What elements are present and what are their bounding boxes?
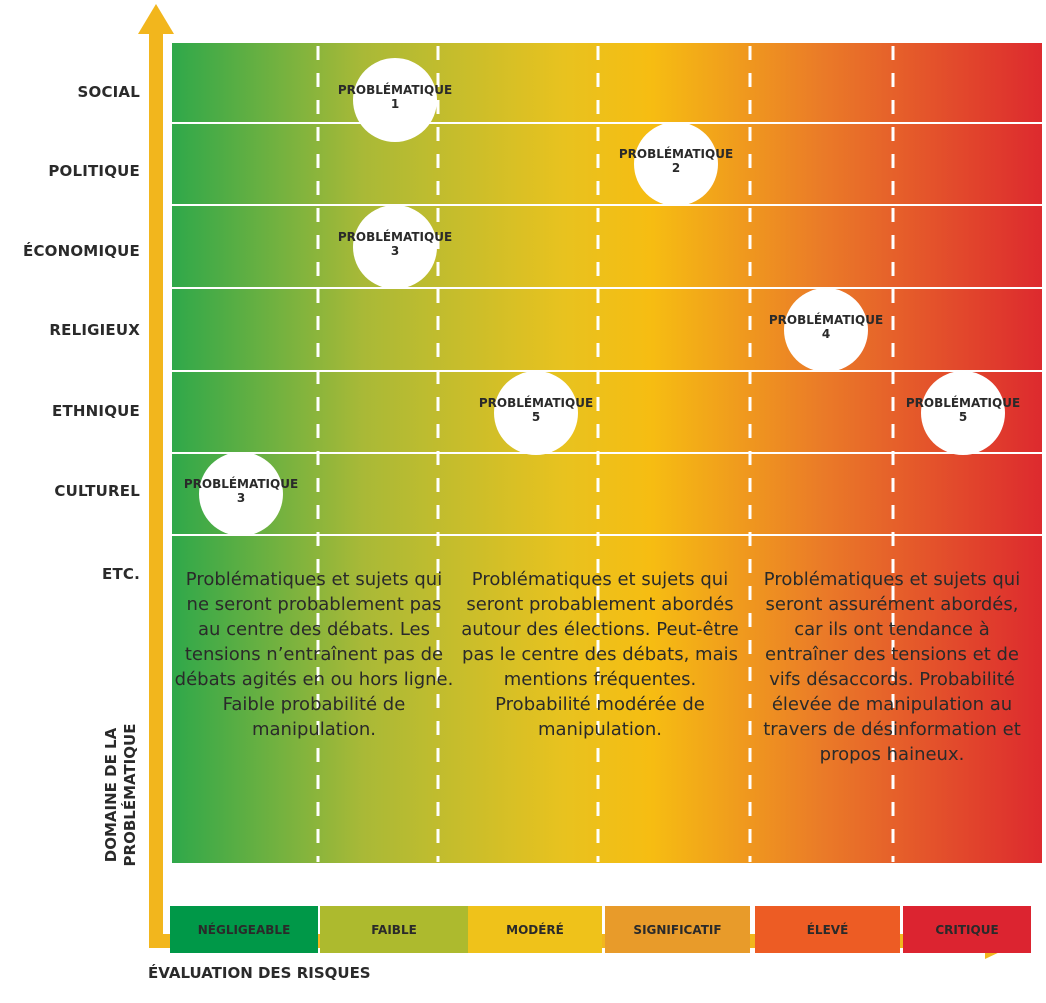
risk-level-legend-box: NÉGLIGEABLE — [170, 906, 318, 953]
row-label: POLITIQUE — [48, 162, 140, 180]
issue-number: 5 — [531, 410, 541, 424]
issue-bubble-label: PROBLÉMATIQUE 5 — [893, 396, 1033, 424]
vertical-axis-title: DOMAINE DE LA PROBLÉMATIQUE — [86, 710, 156, 880]
row-label: CULTUREL — [54, 482, 140, 500]
issue-bubble — [353, 58, 437, 142]
row-label: ETHNIQUE — [52, 402, 140, 420]
issue-bubble-label: PROBLÉMATIQUE 5 — [466, 396, 606, 424]
issue-bubble-label: PROBLÉMATIQUE 3 — [171, 477, 311, 505]
vertical-axis-title-line: DOMAINE DE LA — [102, 727, 120, 863]
issue-bubble — [921, 371, 1005, 455]
issue-word: PROBLÉMATIQUE — [905, 396, 1021, 410]
risk-zone-description: Problématiques et sujets qui seront assu… — [763, 569, 1021, 765]
row-label: SOCIAL — [77, 83, 140, 101]
issue-bubble — [353, 205, 437, 289]
issue-bubble-label: PROBLÉMATIQUE 2 — [606, 147, 746, 175]
issue-number: 2 — [671, 161, 681, 175]
risk-level-legend-box: FAIBLE — [320, 906, 468, 953]
issue-bubble — [784, 288, 868, 372]
issue-number: 4 — [821, 327, 831, 341]
row-label: RELIGIEUX — [49, 321, 140, 339]
vertical-axis-arrowhead — [138, 4, 174, 34]
vertical-axis-bar — [149, 28, 163, 948]
issue-bubble-label: PROBLÉMATIQUE 1 — [325, 83, 465, 111]
risk-level-legend-box: ÉLEVÉ — [755, 906, 900, 953]
issue-bubble — [634, 122, 718, 206]
risk-level-legend-box: MODÉRÉ — [468, 906, 602, 953]
risk-zone-description: Problématiques et sujets qui ne seront p… — [174, 569, 454, 740]
issue-word: PROBLÉMATIQUE — [183, 477, 299, 491]
issue-word: PROBLÉMATIQUE — [337, 83, 453, 97]
issue-number: 5 — [958, 410, 968, 424]
issue-bubble-label: PROBLÉMATIQUE 4 — [756, 313, 896, 341]
horizontal-axis-title: ÉVALUATION DES RISQUES — [148, 964, 371, 982]
issue-number: 1 — [390, 97, 400, 111]
issue-word: PROBLÉMATIQUE — [768, 313, 884, 327]
issue-word: PROBLÉMATIQUE — [337, 230, 453, 244]
row-label: ÉCONOMIQUE — [23, 242, 140, 260]
issue-bubble — [494, 371, 578, 455]
issue-word: PROBLÉMATIQUE — [478, 396, 594, 410]
issue-number: 3 — [236, 491, 246, 505]
issue-number: 3 — [390, 244, 400, 258]
issue-word: PROBLÉMATIQUE — [618, 147, 734, 161]
vertical-axis-title-line: PROBLÉMATIQUE — [121, 723, 139, 867]
risk-level-legend-box: SIGNIFICATIF — [605, 906, 750, 953]
issue-bubble — [199, 452, 283, 536]
risk-level-legend-box: CRITIQUE — [903, 906, 1031, 953]
risk-zone-description: Problématiques et sujets qui seront prob… — [461, 569, 739, 740]
row-label: ETC. — [102, 565, 140, 583]
issue-bubble-label: PROBLÉMATIQUE 3 — [325, 230, 465, 258]
